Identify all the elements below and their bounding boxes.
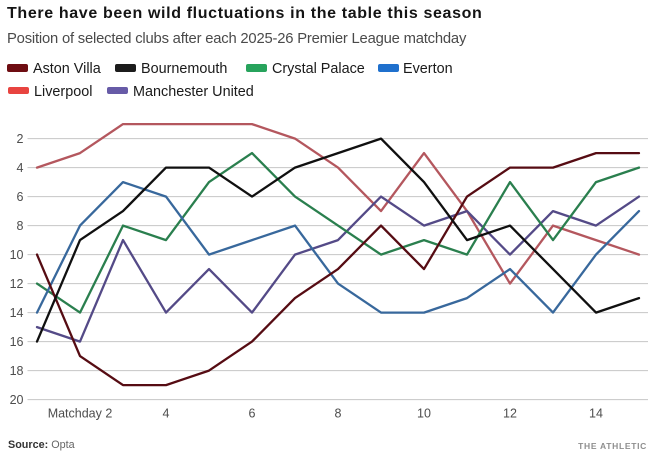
svg-text:18: 18 (10, 364, 24, 378)
svg-text:12: 12 (10, 277, 24, 291)
svg-text:6: 6 (249, 407, 256, 421)
svg-text:4: 4 (17, 161, 24, 175)
svg-text:Matchday 2: Matchday 2 (48, 407, 113, 421)
svg-text:12: 12 (503, 407, 517, 421)
svg-text:10: 10 (10, 248, 24, 262)
svg-text:2: 2 (17, 132, 24, 146)
svg-text:6: 6 (17, 190, 24, 204)
svg-text:10: 10 (417, 407, 431, 421)
svg-text:20: 20 (10, 393, 24, 407)
svg-text:14: 14 (589, 407, 603, 421)
svg-text:8: 8 (335, 407, 342, 421)
svg-text:16: 16 (10, 335, 24, 349)
svg-text:8: 8 (17, 219, 24, 233)
svg-text:4: 4 (163, 407, 170, 421)
svg-text:14: 14 (10, 306, 24, 320)
